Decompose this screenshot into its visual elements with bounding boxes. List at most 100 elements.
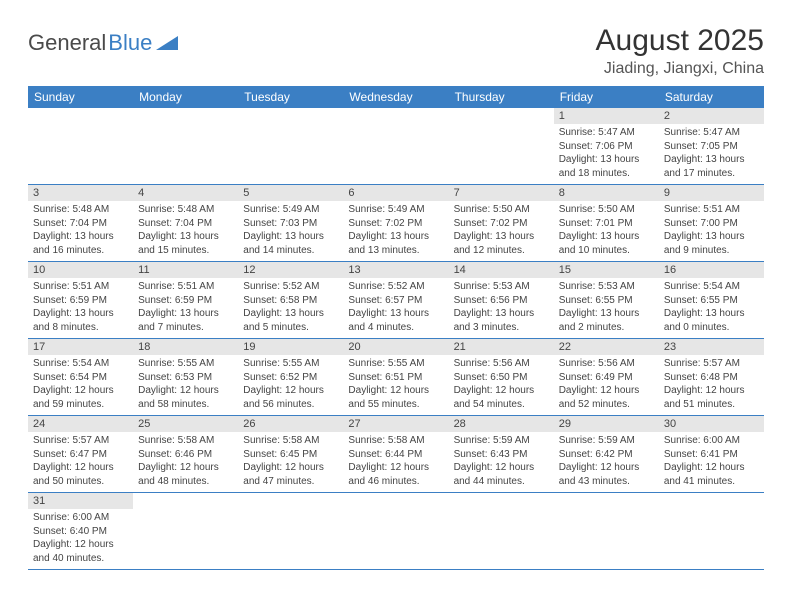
calendar-day-cell: 4 Sunrise: 5:48 AMSunset: 7:04 PMDaylight…	[133, 185, 238, 262]
sunset-text: Sunset: 6:55 PM	[664, 294, 759, 308]
calendar-empty-cell	[28, 108, 133, 185]
calendar-day-cell: 16Sunrise: 5:54 AMSunset: 6:55 PMDayligh…	[659, 262, 764, 339]
day-details: Sunrise: 5:53 AMSunset: 6:56 PMDaylight:…	[449, 278, 554, 338]
calendar-empty-cell	[133, 493, 238, 570]
calendar-day-cell: 17Sunrise: 5:54 AMSunset: 6:54 PMDayligh…	[28, 339, 133, 416]
weekday-header-cell: Wednesday	[343, 86, 448, 108]
day-details: Sunrise: 5:56 AMSunset: 6:50 PMDaylight:…	[449, 355, 554, 415]
calendar-table: SundayMondayTuesdayWednesdayThursdayFrid…	[28, 86, 764, 570]
day-details: Sunrise: 6:00 AMSunset: 6:41 PMDaylight:…	[659, 432, 764, 492]
day-details: Sunrise: 5:59 AMSunset: 6:43 PMDaylight:…	[449, 432, 554, 492]
calendar-empty-cell	[659, 493, 764, 570]
day-details: Sunrise: 5:59 AMSunset: 6:42 PMDaylight:…	[554, 432, 659, 492]
sunset-text: Sunset: 6:52 PM	[243, 371, 338, 385]
day-details: Sunrise: 5:55 AMSunset: 6:53 PMDaylight:…	[133, 355, 238, 415]
calendar-day-cell: 13Sunrise: 5:52 AMSunset: 6:57 PMDayligh…	[343, 262, 448, 339]
sunrise-text: Sunrise: 5:58 AM	[348, 434, 443, 448]
sunrise-text: Sunrise: 5:59 AM	[559, 434, 654, 448]
day-number: 17	[28, 339, 133, 355]
sunset-text: Sunset: 7:00 PM	[664, 217, 759, 231]
calendar-day-cell: 11Sunrise: 5:51 AMSunset: 6:59 PMDayligh…	[133, 262, 238, 339]
sunrise-text: Sunrise: 5:55 AM	[243, 357, 338, 371]
daylight-text: Daylight: 12 hours and 47 minutes.	[243, 461, 338, 488]
daylight-text: Daylight: 13 hours and 0 minutes.	[664, 307, 759, 334]
daylight-text: Daylight: 13 hours and 13 minutes.	[348, 230, 443, 257]
logo-triangle-icon	[156, 30, 178, 56]
calendar-week-row: 24Sunrise: 5:57 AMSunset: 6:47 PMDayligh…	[28, 416, 764, 493]
calendar-day-cell: 26Sunrise: 5:58 AMSunset: 6:45 PMDayligh…	[238, 416, 343, 493]
calendar-empty-cell	[554, 493, 659, 570]
title-location: Jiading, Jiangxi, China	[596, 60, 764, 78]
sunrise-text: Sunrise: 5:59 AM	[454, 434, 549, 448]
calendar-day-cell: 8Sunrise: 5:50 AMSunset: 7:01 PMDaylight…	[554, 185, 659, 262]
day-number: 4	[133, 185, 238, 201]
sunrise-text: Sunrise: 5:55 AM	[348, 357, 443, 371]
calendar-empty-cell	[449, 493, 554, 570]
calendar-day-cell: 28Sunrise: 5:59 AMSunset: 6:43 PMDayligh…	[449, 416, 554, 493]
sunrise-text: Sunrise: 5:52 AM	[348, 280, 443, 294]
day-number: 6	[343, 185, 448, 201]
sunset-text: Sunset: 6:40 PM	[33, 525, 128, 539]
day-number: 7	[449, 185, 554, 201]
sunrise-text: Sunrise: 5:58 AM	[243, 434, 338, 448]
calendar-day-cell: 2Sunrise: 5:47 AMSunset: 7:05 PMDaylight…	[659, 108, 764, 185]
calendar-body: 1Sunrise: 5:47 AMSunset: 7:06 PMDaylight…	[28, 108, 764, 570]
day-details: Sunrise: 5:53 AMSunset: 6:55 PMDaylight:…	[554, 278, 659, 338]
day-number: 1	[554, 108, 659, 124]
daylight-text: Daylight: 12 hours and 52 minutes.	[559, 384, 654, 411]
calendar-day-cell: 29Sunrise: 5:59 AMSunset: 6:42 PMDayligh…	[554, 416, 659, 493]
calendar-day-cell: 30Sunrise: 6:00 AMSunset: 6:41 PMDayligh…	[659, 416, 764, 493]
sunrise-text: Sunrise: 5:49 AM	[348, 203, 443, 217]
day-details: Sunrise: 5:47 AMSunset: 7:06 PMDaylight:…	[554, 124, 659, 184]
day-details: Sunrise: 5:58 AMSunset: 6:44 PMDaylight:…	[343, 432, 448, 492]
sunrise-text: Sunrise: 6:00 AM	[664, 434, 759, 448]
day-number: 28	[449, 416, 554, 432]
daylight-text: Daylight: 13 hours and 2 minutes.	[559, 307, 654, 334]
day-number: 10	[28, 262, 133, 278]
calendar-day-cell: 7Sunrise: 5:50 AMSunset: 7:02 PMDaylight…	[449, 185, 554, 262]
day-details: Sunrise: 5:50 AMSunset: 7:02 PMDaylight:…	[449, 201, 554, 261]
sunrise-text: Sunrise: 5:48 AM	[138, 203, 233, 217]
weekday-header-cell: Tuesday	[238, 86, 343, 108]
calendar-empty-cell	[343, 493, 448, 570]
sunrise-text: Sunrise: 5:50 AM	[559, 203, 654, 217]
day-number: 2	[659, 108, 764, 124]
day-number: 3	[28, 185, 133, 201]
sunrise-text: Sunrise: 5:54 AM	[33, 357, 128, 371]
weekday-header-cell: Thursday	[449, 86, 554, 108]
sunset-text: Sunset: 6:59 PM	[138, 294, 233, 308]
day-details: Sunrise: 5:48 AMSunset: 7:04 PMDaylight:…	[28, 201, 133, 261]
calendar-day-cell: 18Sunrise: 5:55 AMSunset: 6:53 PMDayligh…	[133, 339, 238, 416]
daylight-text: Daylight: 13 hours and 7 minutes.	[138, 307, 233, 334]
day-number: 24	[28, 416, 133, 432]
daylight-text: Daylight: 13 hours and 15 minutes.	[138, 230, 233, 257]
day-number: 11	[133, 262, 238, 278]
sunset-text: Sunset: 6:57 PM	[348, 294, 443, 308]
calendar-day-cell: 25Sunrise: 5:58 AMSunset: 6:46 PMDayligh…	[133, 416, 238, 493]
sunset-text: Sunset: 6:43 PM	[454, 448, 549, 462]
calendar-day-cell: 10Sunrise: 5:51 AMSunset: 6:59 PMDayligh…	[28, 262, 133, 339]
day-number: 25	[133, 416, 238, 432]
day-details: Sunrise: 5:54 AMSunset: 6:54 PMDaylight:…	[28, 355, 133, 415]
day-details: Sunrise: 5:49 AMSunset: 7:03 PMDaylight:…	[238, 201, 343, 261]
calendar-day-cell: 20Sunrise: 5:55 AMSunset: 6:51 PMDayligh…	[343, 339, 448, 416]
sunrise-text: Sunrise: 5:53 AM	[454, 280, 549, 294]
calendar-day-cell: 31Sunrise: 6:00 AMSunset: 6:40 PMDayligh…	[28, 493, 133, 570]
daylight-text: Daylight: 12 hours and 48 minutes.	[138, 461, 233, 488]
sunrise-text: Sunrise: 5:51 AM	[33, 280, 128, 294]
calendar-empty-cell	[238, 108, 343, 185]
calendar-empty-cell	[449, 108, 554, 185]
day-details: Sunrise: 5:47 AMSunset: 7:05 PMDaylight:…	[659, 124, 764, 184]
day-number: 21	[449, 339, 554, 355]
day-number: 19	[238, 339, 343, 355]
calendar-week-row: 17Sunrise: 5:54 AMSunset: 6:54 PMDayligh…	[28, 339, 764, 416]
sunset-text: Sunset: 7:04 PM	[138, 217, 233, 231]
daylight-text: Daylight: 12 hours and 59 minutes.	[33, 384, 128, 411]
daylight-text: Daylight: 13 hours and 18 minutes.	[559, 153, 654, 180]
calendar-day-cell: 27Sunrise: 5:58 AMSunset: 6:44 PMDayligh…	[343, 416, 448, 493]
sunset-text: Sunset: 6:50 PM	[454, 371, 549, 385]
day-number: 13	[343, 262, 448, 278]
day-details: Sunrise: 6:00 AMSunset: 6:40 PMDaylight:…	[28, 509, 133, 569]
sunset-text: Sunset: 6:47 PM	[33, 448, 128, 462]
daylight-text: Daylight: 13 hours and 3 minutes.	[454, 307, 549, 334]
